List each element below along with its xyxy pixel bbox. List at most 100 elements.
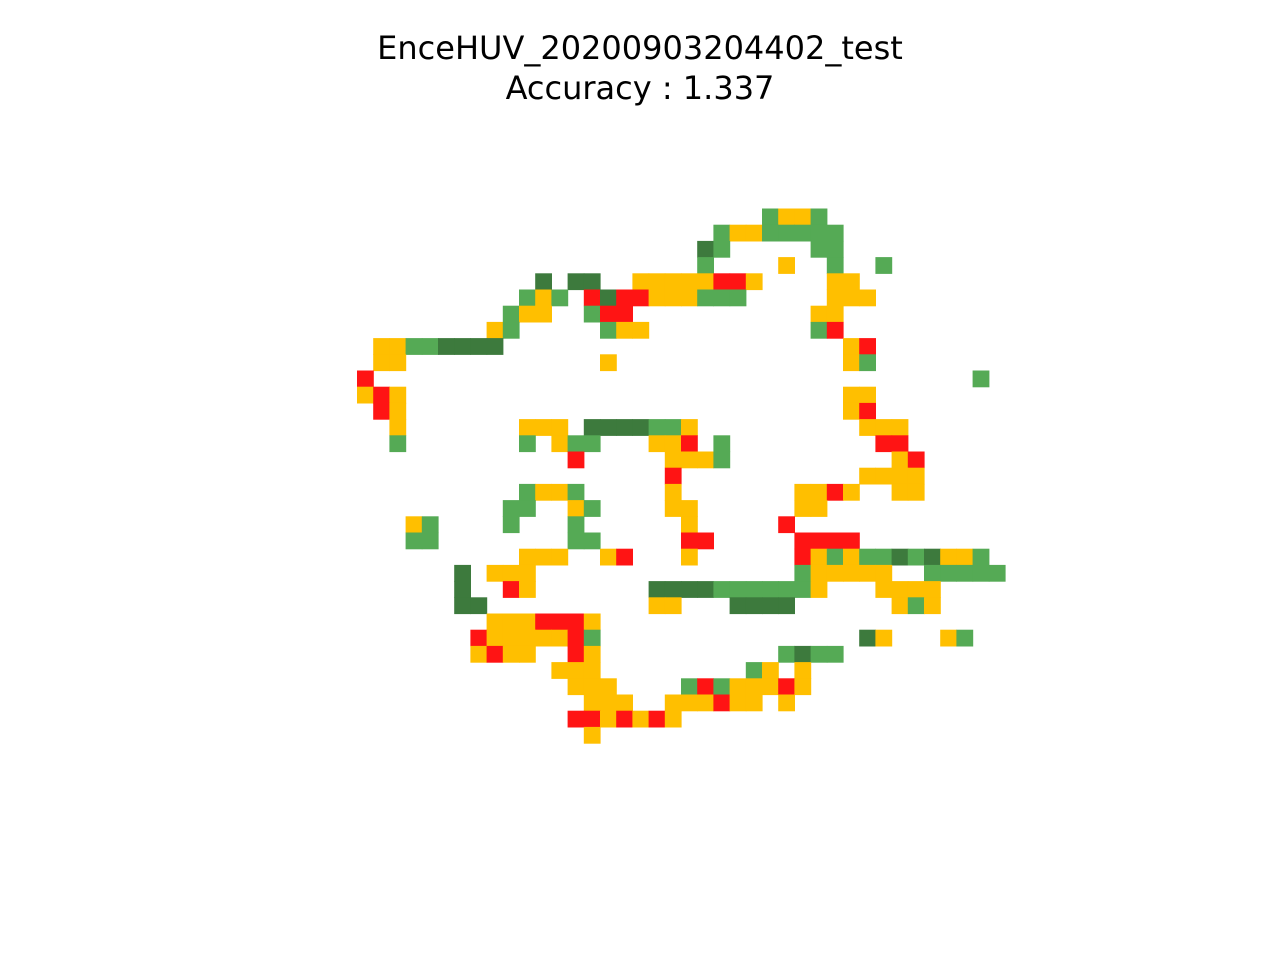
heatmap-cell	[567, 500, 585, 517]
heatmap-cell	[859, 629, 876, 647]
heatmap-cell	[681, 532, 698, 550]
heatmap-cell	[697, 257, 714, 274]
heatmap-cell	[567, 483, 585, 501]
heatmap-cell	[519, 483, 536, 501]
heatmap-cell	[875, 564, 893, 582]
heatmap-cell	[762, 581, 779, 598]
heatmap-cell	[535, 289, 552, 307]
heatmap-cell	[664, 451, 682, 469]
heatmap-cell	[373, 338, 390, 355]
heatmap-cell	[600, 321, 617, 339]
heatmap-cell	[713, 224, 731, 242]
heatmap-cell	[810, 581, 828, 598]
heatmap-cell	[843, 289, 860, 307]
heatmap-cell	[907, 451, 925, 469]
heatmap-cell	[421, 532, 439, 550]
heatmap-cell	[859, 419, 876, 436]
heatmap-cell	[519, 629, 536, 647]
heatmap-cell	[600, 289, 617, 307]
heatmap-cell	[956, 548, 974, 566]
heatmap-cell	[891, 467, 909, 485]
heatmap-cell	[794, 548, 812, 566]
heatmap-cell	[632, 419, 650, 436]
heatmap-cell	[859, 402, 876, 420]
heatmap-cell	[762, 208, 779, 226]
heatmap-cell	[389, 354, 407, 372]
heatmap-cell	[632, 273, 650, 291]
heatmap-cell	[924, 548, 941, 566]
heatmap-cell	[664, 694, 682, 712]
heatmap-cell	[778, 678, 795, 696]
heatmap-cell	[940, 564, 957, 582]
heatmap-cell	[519, 289, 536, 307]
heatmap-cell	[616, 419, 633, 436]
heatmap-cell	[924, 597, 941, 615]
heatmap-cell	[875, 548, 893, 566]
heatmap-cell	[535, 548, 552, 566]
heatmap-cell	[373, 354, 390, 372]
heatmap-cell	[664, 435, 682, 453]
heatmap-cell	[972, 548, 990, 566]
heatmap-cell	[470, 597, 488, 615]
heatmap-cell	[988, 564, 1006, 582]
heatmap-cell	[729, 224, 747, 242]
heatmap-cell	[843, 532, 860, 550]
heatmap-cell	[810, 548, 828, 566]
heatmap-cell	[502, 629, 520, 647]
heatmap-cell	[681, 273, 698, 291]
heatmap-cell	[519, 500, 536, 517]
heatmap-cell	[794, 645, 812, 663]
heatmap-cell	[519, 645, 536, 663]
heatmap-cell	[551, 548, 569, 566]
heatmap-cell	[502, 305, 520, 323]
heatmap-cell	[616, 289, 633, 307]
heatmap-cell	[729, 694, 747, 712]
heatmap-cell	[470, 629, 488, 647]
heatmap-cell	[745, 678, 763, 696]
heatmap-cell	[567, 662, 585, 679]
heatmap-cell	[778, 516, 795, 534]
heatmap-cell	[778, 224, 795, 242]
heatmap-cell	[826, 532, 844, 550]
heatmap-cell	[713, 240, 731, 258]
heatmap-cell	[600, 419, 617, 436]
heatmap-cell	[859, 354, 876, 372]
heatmap-cell	[583, 678, 601, 696]
heatmap-cell	[600, 354, 617, 372]
heatmap-cell	[551, 483, 569, 501]
heatmap-cell	[567, 451, 585, 469]
heatmap-cell	[405, 516, 423, 534]
heatmap-cell	[632, 710, 650, 728]
heatmap-cell	[729, 597, 747, 615]
heatmap-cell	[826, 321, 844, 339]
heatmap-cell	[972, 564, 990, 582]
heatmap-cell	[875, 419, 893, 436]
heatmap-cell	[373, 402, 390, 420]
heatmap-cell	[826, 224, 844, 242]
heatmap-cell	[454, 338, 471, 355]
heatmap-cell	[745, 694, 763, 712]
heatmap-cell	[762, 597, 779, 615]
heatmap-cell	[875, 257, 893, 274]
heatmap-cell	[729, 289, 747, 307]
heatmap-cell	[600, 305, 617, 323]
heatmap-cell	[438, 338, 455, 355]
heatmap-cell	[551, 419, 569, 436]
heatmap-cell	[664, 483, 682, 501]
heatmap-cell	[729, 678, 747, 696]
heatmap-cell	[940, 548, 957, 566]
heatmap-cell	[632, 321, 650, 339]
heatmap-cell	[405, 532, 423, 550]
heatmap-cell	[826, 305, 844, 323]
heatmap-cell	[567, 645, 585, 663]
heatmap-cell	[843, 548, 860, 566]
heatmap-cell	[389, 338, 407, 355]
heatmap-cell	[502, 564, 520, 582]
heatmap-cell	[794, 581, 812, 598]
heatmap-cell	[648, 289, 666, 307]
heatmap-cell	[794, 564, 812, 582]
heatmap-cell	[729, 273, 747, 291]
heatmap-cell	[648, 273, 666, 291]
heatmap-cell	[583, 726, 601, 744]
heatmap-cell	[907, 548, 925, 566]
